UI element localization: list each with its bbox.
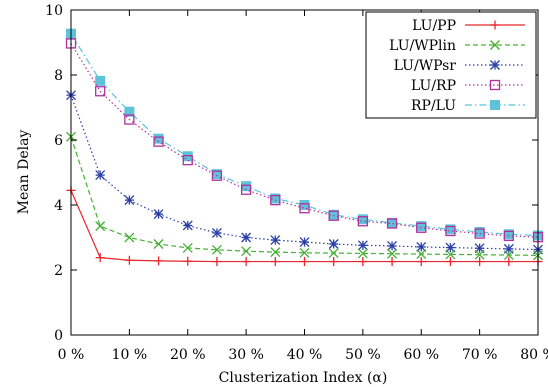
legend-marker-rp-lu (490, 100, 500, 110)
data-point-lu-pp (416, 257, 426, 267)
data-point-rp-lu (124, 106, 135, 117)
legend-label-lu-wplin: LU/WPlin (389, 38, 456, 54)
y-tick-label: 8 (54, 68, 63, 84)
data-point-lu-wplin (357, 248, 368, 259)
series-lu-wplin (66, 131, 543, 261)
data-point-lu-pp (95, 253, 105, 263)
data-point-lu-pp (270, 257, 280, 267)
series-line-lu-wplin (70, 136, 539, 256)
legend-marker-lu-rp (489, 79, 501, 91)
x-tick-label: 40 % (287, 347, 323, 363)
data-point-lu-wplin (241, 246, 252, 257)
data-point-lu-rp (386, 218, 398, 229)
data-point-lu-wpsr (95, 170, 106, 181)
data-point-lu-wpsr (182, 220, 193, 231)
data-point-lu-rp (240, 184, 252, 195)
y-tick-label: 10 (45, 3, 63, 19)
y-axis-title: Mean Delay (16, 130, 32, 215)
data-point-lu-pp (329, 257, 339, 267)
data-point-lu-rp (416, 222, 427, 233)
x-tick-label: 80 % (520, 347, 548, 363)
series-lu-rp (65, 38, 544, 243)
data-point-lu-wpsr (124, 195, 135, 206)
legend-box (365, 11, 537, 119)
data-point-lu-rp (503, 230, 514, 242)
series-line-lu-rp (70, 43, 539, 238)
data-point-lu-wplin (445, 249, 456, 260)
data-point-lu-pp (212, 257, 222, 267)
legend-marker-lu-wpsr (490, 60, 500, 70)
data-point-lu-pp (154, 256, 164, 266)
y-tick-label: 2 (54, 263, 63, 279)
x-tick-label: 20 % (170, 347, 206, 363)
data-point-lu-pp (504, 257, 514, 267)
data-point-rp-lu (299, 200, 310, 210)
data-point-lu-rp (153, 136, 164, 147)
data-point-lu-pp (300, 257, 309, 267)
data-point-lu-wpsr (241, 232, 252, 243)
data-point-lu-rp (299, 203, 310, 214)
data-point-lu-rp (474, 228, 485, 239)
x-tick-label: 70 % (462, 347, 498, 363)
y-tick-label: 6 (54, 133, 63, 149)
data-point-lu-wplin (387, 248, 398, 259)
legend-label-rp-lu: RP/LU (411, 98, 456, 114)
data-point-lu-wplin (124, 232, 135, 243)
legend: LU/PP LU/WPlin LU/WPsr LU/RP RP/LU (365, 11, 537, 119)
legend-marker-lu-pp (490, 20, 500, 30)
legend-label-lu-rp: LU/RP (411, 78, 456, 94)
data-point-lu-pp (183, 256, 193, 266)
data-point-lu-wplin (503, 250, 514, 261)
data-point-lu-rp (95, 86, 106, 97)
x-tick-label: 0 % (58, 347, 85, 363)
data-point-lu-wpsr (416, 241, 427, 252)
data-point-lu-wplin (95, 221, 106, 232)
data-point-lu-pp (475, 257, 485, 267)
y-tick-label: 0 (54, 328, 63, 344)
data-point-rp-lu (95, 75, 106, 86)
data-point-lu-rp (357, 216, 369, 227)
x-tick-label: 50 % (345, 347, 381, 363)
data-point-lu-wpsr (211, 227, 222, 238)
data-point-lu-wpsr (270, 235, 281, 246)
data-point-lu-rp (124, 114, 135, 125)
data-point-lu-rp (211, 170, 223, 181)
x-tick-label: 60 % (403, 347, 439, 363)
x-axis-title: Clusterization Index (α) (219, 370, 388, 386)
data-point-lu-rp (445, 225, 456, 237)
x-tick-label: 10 % (112, 347, 148, 363)
data-point-lu-wpsr (153, 209, 164, 220)
y-tick-label: 4 (54, 198, 63, 214)
data-point-lu-pp (241, 257, 251, 267)
data-point-lu-pp (124, 255, 134, 265)
data-point-lu-wplin (299, 247, 310, 258)
data-point-lu-wplin (211, 244, 222, 255)
data-point-lu-wplin (328, 248, 339, 259)
data-point-lu-wpsr (387, 240, 398, 251)
legend-marker-lu-wplin (490, 40, 500, 50)
data-point-lu-rp (270, 194, 281, 206)
legend-label-lu-pp: LU/PP (412, 18, 456, 34)
data-point-lu-wplin (153, 239, 164, 249)
data-point-lu-pp (387, 257, 397, 267)
series-lu-pp (66, 185, 543, 267)
data-point-lu-wpsr (357, 240, 368, 251)
data-point-lu-wplin (182, 242, 193, 253)
data-point-lu-wpsr (328, 239, 339, 249)
data-point-lu-rp (182, 154, 193, 166)
data-point-lu-rp (328, 210, 339, 221)
data-point-lu-wpsr (299, 237, 310, 248)
axes: 0 2 4 6 8 10 0 % 10 % 20 % 30 % 40 % 50 % 60 % 70 % 80… (45, 3, 548, 363)
data-point-lu-pp (358, 257, 368, 267)
data-point-lu-wplin (474, 249, 485, 260)
data-point-lu-wplin (416, 249, 427, 260)
legend-label-lu-wpsr: LU/WPsr (394, 58, 457, 74)
data-point-lu-wplin (270, 247, 281, 258)
x-tick-label: 30 % (228, 347, 264, 363)
data-point-lu-pp (445, 257, 455, 267)
